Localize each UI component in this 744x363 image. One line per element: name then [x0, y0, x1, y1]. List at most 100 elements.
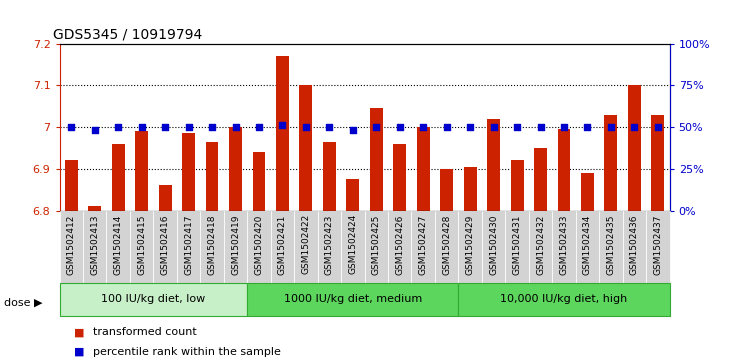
Text: transformed count: transformed count: [93, 327, 196, 337]
Bar: [388, 211, 411, 283]
Text: GSM1502436: GSM1502436: [630, 214, 639, 275]
Bar: [177, 211, 200, 283]
Point: [230, 124, 242, 130]
Point: [605, 124, 617, 130]
Point: [135, 124, 147, 130]
Bar: [318, 211, 341, 283]
Bar: [458, 283, 670, 316]
Bar: [224, 211, 247, 283]
Bar: [581, 173, 594, 211]
Point: [558, 124, 570, 130]
Bar: [365, 211, 388, 283]
Bar: [394, 144, 406, 211]
Bar: [323, 142, 336, 211]
Text: GSM1502419: GSM1502419: [231, 214, 240, 275]
Bar: [65, 160, 77, 211]
Text: ■: ■: [74, 327, 85, 337]
Point: [582, 124, 594, 130]
Bar: [417, 127, 430, 211]
Bar: [440, 169, 453, 211]
Bar: [153, 211, 177, 283]
Text: 10,000 IU/kg diet, high: 10,000 IU/kg diet, high: [501, 294, 628, 305]
Bar: [464, 167, 477, 211]
Text: GSM1502421: GSM1502421: [278, 214, 287, 274]
Text: GSM1502414: GSM1502414: [114, 214, 123, 274]
Point: [487, 124, 499, 130]
Bar: [534, 148, 547, 211]
Point: [417, 124, 429, 130]
Point: [112, 124, 124, 130]
Point: [652, 124, 664, 130]
Bar: [599, 211, 623, 283]
Bar: [646, 211, 670, 283]
Bar: [229, 127, 242, 211]
Bar: [347, 179, 359, 211]
Text: dose ▶: dose ▶: [4, 298, 42, 308]
Text: 100 IU/kg diet, low: 100 IU/kg diet, low: [101, 294, 205, 305]
Text: GSM1502412: GSM1502412: [67, 214, 76, 274]
Text: GSM1502431: GSM1502431: [513, 214, 522, 275]
Bar: [628, 85, 641, 211]
Text: GSM1502417: GSM1502417: [184, 214, 193, 275]
Point: [440, 124, 452, 130]
Bar: [89, 207, 101, 211]
Point: [629, 124, 641, 130]
Bar: [557, 129, 571, 211]
Point: [535, 124, 547, 130]
Point: [394, 124, 405, 130]
Text: GSM1502418: GSM1502418: [208, 214, 217, 275]
Point: [464, 124, 476, 130]
Text: GSM1502432: GSM1502432: [536, 214, 545, 274]
Text: GSM1502413: GSM1502413: [90, 214, 99, 275]
Text: GSM1502427: GSM1502427: [419, 214, 428, 274]
Bar: [247, 211, 271, 283]
Text: GSM1502416: GSM1502416: [161, 214, 170, 275]
Text: GSM1502415: GSM1502415: [137, 214, 146, 275]
Bar: [200, 211, 224, 283]
Point: [89, 127, 100, 133]
Bar: [60, 211, 83, 283]
Text: GSM1502423: GSM1502423: [325, 214, 334, 274]
Bar: [294, 211, 318, 283]
Bar: [276, 56, 289, 211]
Bar: [505, 211, 529, 283]
Bar: [458, 211, 482, 283]
Bar: [529, 211, 552, 283]
Bar: [576, 211, 599, 283]
Bar: [271, 211, 294, 283]
Bar: [60, 283, 247, 316]
Text: GSM1502430: GSM1502430: [489, 214, 498, 275]
Point: [371, 124, 382, 130]
Point: [182, 124, 194, 130]
Text: GSM1502433: GSM1502433: [559, 214, 568, 275]
Point: [206, 124, 218, 130]
Text: GSM1502434: GSM1502434: [583, 214, 592, 274]
Bar: [623, 211, 646, 283]
Text: GSM1502424: GSM1502424: [348, 214, 357, 274]
Text: GDS5345 / 10919794: GDS5345 / 10919794: [54, 27, 202, 41]
Bar: [652, 115, 664, 211]
Text: ■: ■: [74, 347, 85, 357]
Bar: [435, 211, 458, 283]
Text: percentile rank within the sample: percentile rank within the sample: [93, 347, 281, 357]
Text: GSM1502420: GSM1502420: [254, 214, 263, 274]
Point: [347, 127, 359, 133]
Bar: [604, 115, 618, 211]
Point: [277, 122, 289, 128]
Text: GSM1502422: GSM1502422: [301, 214, 310, 274]
Bar: [83, 211, 106, 283]
Bar: [252, 152, 266, 211]
Text: GSM1502437: GSM1502437: [653, 214, 662, 275]
Bar: [158, 185, 172, 211]
Point: [324, 124, 336, 130]
Bar: [299, 85, 312, 211]
Text: GSM1502428: GSM1502428: [442, 214, 451, 274]
Bar: [487, 119, 500, 211]
Bar: [106, 211, 130, 283]
Bar: [247, 283, 458, 316]
Text: GSM1502435: GSM1502435: [606, 214, 615, 275]
Bar: [411, 211, 435, 283]
Text: GSM1502426: GSM1502426: [395, 214, 404, 274]
Bar: [482, 211, 505, 283]
Bar: [135, 131, 148, 211]
